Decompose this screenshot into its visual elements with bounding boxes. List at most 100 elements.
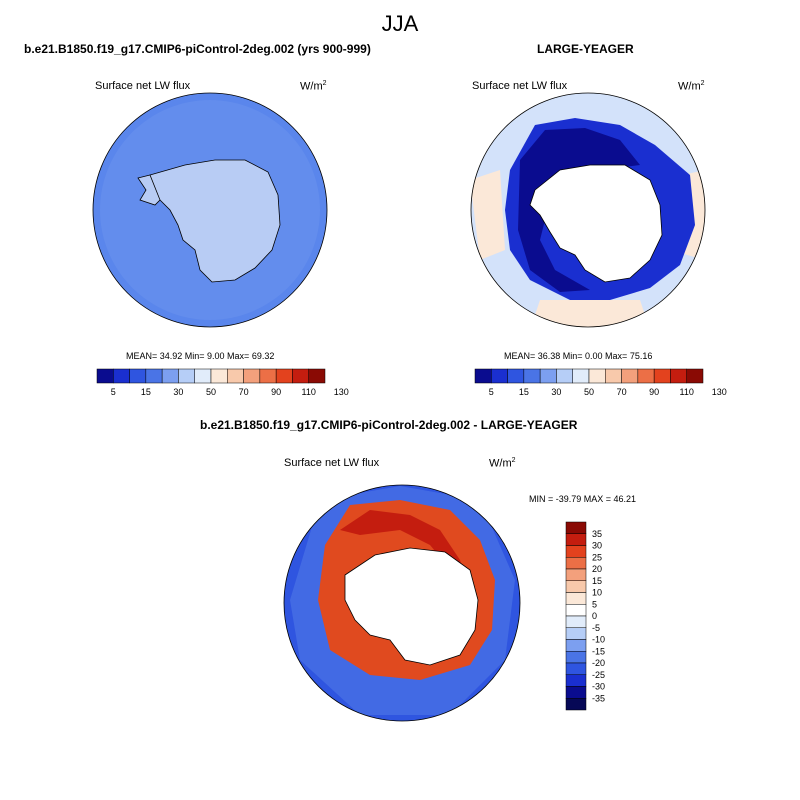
diff-colorbar-swatch <box>565 651 587 664</box>
model-colorbar-swatch <box>308 368 326 384</box>
obs-antarctica-mask <box>529 164 663 283</box>
obs-colorbar-tick-label: 30 <box>551 387 561 397</box>
obs-colorbar-tick-label: 90 <box>649 387 659 397</box>
diff-antarctica-mask <box>344 547 479 666</box>
model-colorbar-tick-label: 110 <box>302 387 316 397</box>
diff-variable-label: Surface net LW flux <box>284 457 380 469</box>
obs-cream-band-south <box>530 300 650 327</box>
model-colorbar-swatch <box>96 368 114 384</box>
model-colorbar-tick-label: 15 <box>141 387 151 397</box>
diff-panel-title: b.e21.B1850.f19_g17.CMIP6-piControl-2deg… <box>200 418 578 432</box>
model-units-label: W/m2 <box>300 80 327 93</box>
obs-colorbar-swatch <box>539 368 557 384</box>
obs-colorbar-tick-label: 130 <box>712 387 727 397</box>
model-colorbar-swatch <box>145 368 163 384</box>
obs-colorbar: 5 15 30 50 70 90 110 130 <box>474 368 727 397</box>
diff-colorbar-tick-label: 35 <box>592 529 602 539</box>
obs-colorbar-swatch <box>637 368 655 384</box>
obs-map <box>471 93 705 327</box>
obs-cream-band-west <box>471 170 505 260</box>
diff-colorbar-swatch <box>565 592 587 605</box>
obs-colorbar-swatch <box>572 368 590 384</box>
model-colorbar-tick-label: 50 <box>206 387 216 397</box>
obs-colorbar-swatch <box>605 368 622 384</box>
model-stats: MEAN= 34.92 Min= 9.00 Max= 69.32 <box>126 351 275 361</box>
diff-colorbar-tick-label: 30 <box>592 541 602 551</box>
model-panel-title: b.e21.B1850.f19_g17.CMIP6-piControl-2deg… <box>24 42 371 56</box>
obs-colorbar-swatch <box>686 368 704 384</box>
diff-colorbar-swatch <box>565 557 587 570</box>
diff-colorbar-swatch <box>565 698 587 711</box>
diff-colorbar-tick-label: -5 <box>592 623 600 633</box>
model-map <box>93 93 327 327</box>
diff-colorbar-tick-label: -30 <box>592 682 605 692</box>
diff-colorbar-swatch <box>565 568 587 581</box>
obs-dark-ring <box>518 128 640 292</box>
diff-stats: MIN = -39.79 MAX = 46.21 <box>529 494 637 504</box>
diff-dark-red-arc <box>340 510 470 590</box>
model-colorbar-swatch <box>259 368 277 384</box>
diff-units-label: W/m2 <box>489 457 516 470</box>
obs-colorbar-swatch <box>474 368 492 384</box>
model-colorbar-tick-label: 5 <box>111 387 116 397</box>
obs-variable-label: Surface net LW flux <box>472 80 568 92</box>
obs-colorbar-tick-label: 70 <box>617 387 627 397</box>
diff-colorbar-tick-label: 20 <box>592 564 602 574</box>
model-peninsula <box>137 174 161 206</box>
obs-colorbar-swatch <box>670 368 687 384</box>
obs-colorbar-tick-label: 15 <box>519 387 529 397</box>
figure-title: JJA <box>381 11 419 36</box>
diff-colorbar-tick-label: -35 <box>592 693 605 703</box>
diff-colorbar-tick-label: 10 <box>592 588 602 598</box>
model-colorbar-tick-label: 30 <box>173 387 183 397</box>
diff-colorbar-swatch <box>565 521 587 534</box>
model-colorbar: 5 15 30 50 70 90 110 130 <box>96 368 349 397</box>
model-colorbar-swatch <box>161 368 179 384</box>
diff-colorbar-swatch <box>565 639 587 652</box>
model-colorbar-tick-label: 130 <box>334 387 349 397</box>
obs-colorbar-swatch <box>523 368 541 384</box>
model-colorbar-swatch <box>275 368 293 384</box>
obs-stats: MEAN= 36.38 Min= 0.00 Max= 75.16 <box>504 351 653 361</box>
diff-colorbar-swatch <box>565 662 587 675</box>
model-colorbar-swatch <box>227 368 244 384</box>
diff-colorbar-swatch <box>565 674 587 687</box>
diff-colorbar-swatch <box>565 604 587 617</box>
obs-panel-title: LARGE-YEAGER <box>537 42 634 56</box>
diff-colorbar-tick-label: 25 <box>592 552 602 562</box>
diff-colorbar-tick-label: -20 <box>592 658 605 668</box>
model-colorbar-swatch <box>129 368 147 384</box>
diff-colorbar-swatch <box>565 686 587 699</box>
model-colorbar-swatch <box>113 368 130 384</box>
obs-colorbar-swatch <box>491 368 508 384</box>
diff-colorbar-swatch <box>565 627 587 640</box>
model-colorbar-swatch <box>210 368 228 384</box>
obs-colorbar-swatch <box>621 368 639 384</box>
model-colorbar-swatch <box>194 368 212 384</box>
diff-colorbar-swatch <box>565 545 587 558</box>
diff-colorbar-tick-label: -25 <box>592 670 605 680</box>
model-colorbar-tick-label: 70 <box>239 387 249 397</box>
model-colorbar-swatch <box>292 368 309 384</box>
diff-colorbar-swatch <box>565 580 587 593</box>
diff-colorbar-tick-label: 15 <box>592 576 602 586</box>
diff-colorbar-tick-label: 0 <box>592 611 597 621</box>
obs-colorbar-tick-label: 5 <box>489 387 494 397</box>
diff-colorbar-tick-label: -10 <box>592 635 605 645</box>
diff-map <box>284 485 520 721</box>
model-variable-label: Surface net LW flux <box>95 80 191 92</box>
model-colorbar-swatch <box>178 368 195 384</box>
model-colorbar-swatch <box>243 368 261 384</box>
diff-colorbar-tick-label: -15 <box>592 646 605 656</box>
obs-colorbar-swatch <box>653 368 671 384</box>
obs-units-label: W/m2 <box>678 80 705 93</box>
model-antarctica-ice <box>149 159 281 283</box>
obs-colorbar-swatch <box>556 368 573 384</box>
model-colorbar-tick-label: 90 <box>271 387 281 397</box>
obs-colorbar-tick-label: 110 <box>680 387 694 397</box>
obs-colorbar-tick-label: 50 <box>584 387 594 397</box>
diff-colorbar-swatch <box>565 615 587 628</box>
diff-colorbar-tick-label: 5 <box>592 599 597 609</box>
